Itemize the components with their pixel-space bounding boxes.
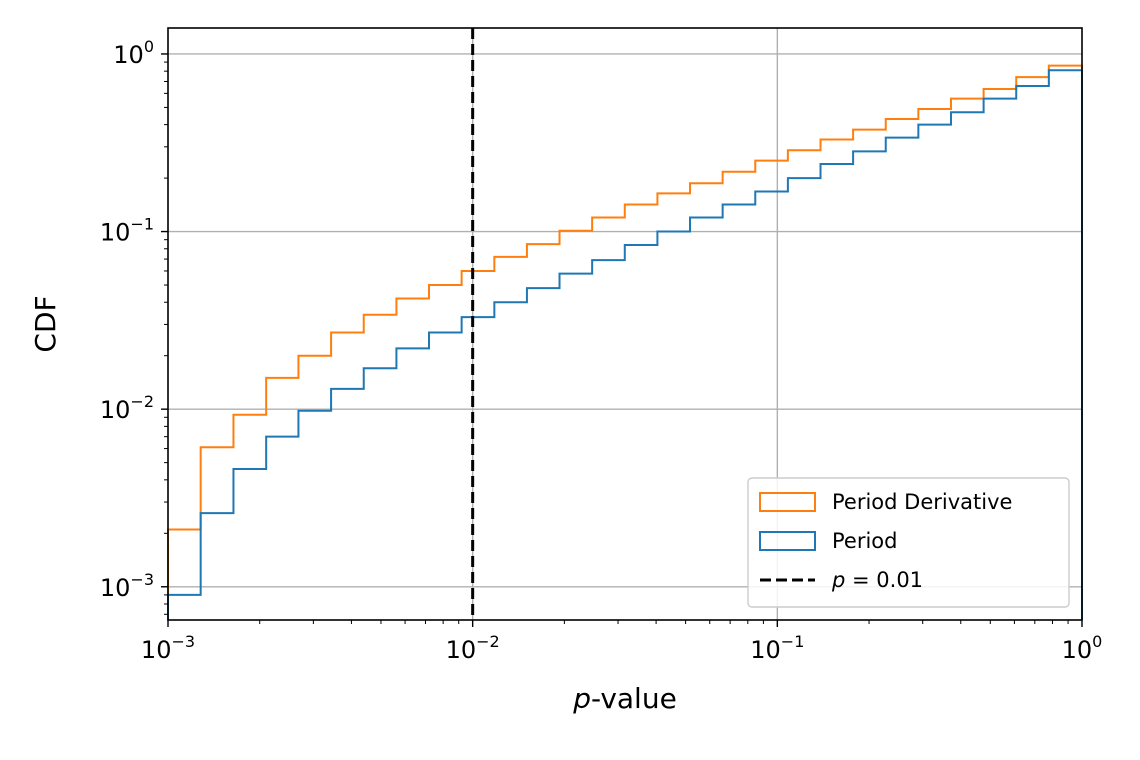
legend: Period Derivative Period p = 0.01 xyxy=(747,477,1070,608)
legend-label: p = 0.01 xyxy=(831,568,923,592)
series-period xyxy=(167,69,1083,620)
legend-label: Period xyxy=(832,529,897,553)
y-tick-label: 10−3 xyxy=(100,570,154,602)
x-tick-label: 10−2 xyxy=(446,632,500,664)
tick-layer: 10−3 10−2 10−1 100 10−3 10−2 10−1 100 xyxy=(100,37,1103,664)
legend-label: Period Derivative xyxy=(832,490,1012,514)
series-layer xyxy=(167,64,1083,620)
legend-swatch xyxy=(759,531,816,551)
x-axis-label-italic: p xyxy=(572,682,591,715)
x-tick-label: 100 xyxy=(1062,632,1103,664)
x-tick-label: 10−1 xyxy=(750,632,804,664)
legend-box xyxy=(747,477,1070,608)
x-axis-label-rest: -value xyxy=(591,682,677,715)
x-tick-label: 10−3 xyxy=(141,632,195,664)
y-tick-label: 10−1 xyxy=(100,215,154,247)
series-period-derivative xyxy=(167,64,1083,620)
y-tick-label: 100 xyxy=(113,37,154,69)
legend-swatch xyxy=(759,492,816,512)
y-axis-label: CDF xyxy=(29,295,62,352)
x-axis-label: p-value xyxy=(572,682,677,715)
y-tick-label: 10−2 xyxy=(100,392,154,424)
grid-layer xyxy=(168,28,1082,620)
